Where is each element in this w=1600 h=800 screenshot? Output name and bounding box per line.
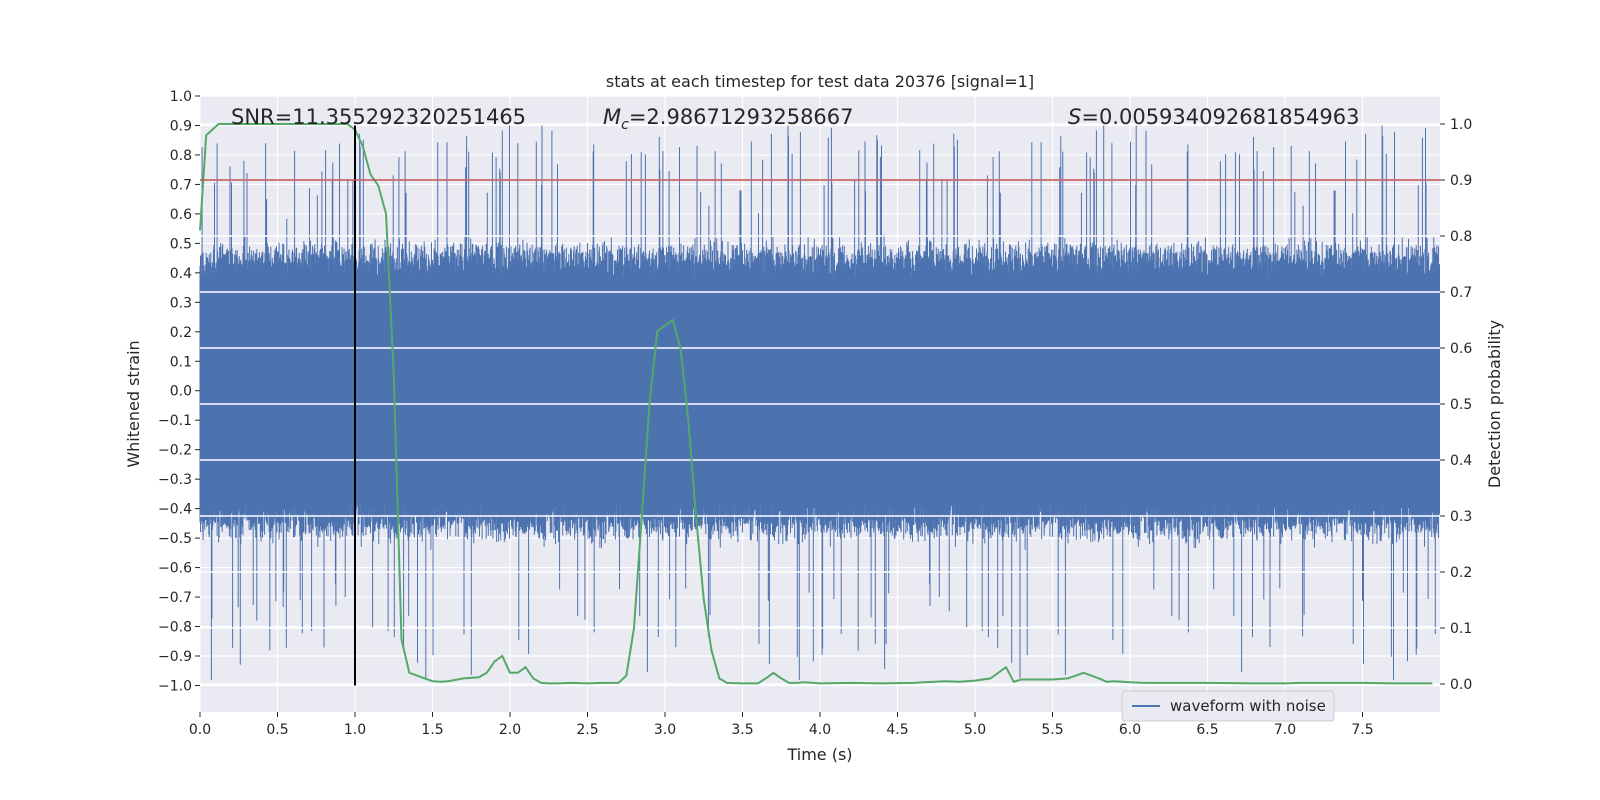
x-tick-label: 2.0	[499, 722, 521, 738]
axes: 0.0 0.5 1.0 1.5 2.0 2.5 3.0 3.5 4.0 4.5 5.0 5.5 6.0 6…	[158, 89, 1472, 738]
y-tick-label-left: −0.2	[158, 443, 192, 459]
x-tick-label: 5.5	[1041, 722, 1063, 738]
x-tick-label: 4.0	[809, 722, 831, 738]
x-tick-label: 2.5	[576, 722, 598, 738]
s-annotation: S=0.005934092681854963	[1068, 105, 1359, 129]
y-tick-label-left: −0.1	[158, 413, 192, 429]
y-tick-label-left: −0.6	[158, 561, 192, 577]
x-tick-label: 6.5	[1196, 722, 1218, 738]
mc-value: =2.98671293258667	[629, 105, 854, 129]
mc-subscript: c	[621, 117, 629, 133]
y-tick-label-left: −0.5	[158, 531, 192, 547]
x-tick-label: 5.0	[964, 722, 986, 738]
y-tick-label-left: 0.2	[170, 325, 192, 341]
y-tick-label-right: 0.9	[1450, 173, 1472, 189]
y-tick-label-left: −0.8	[158, 620, 192, 636]
x-tick-label: 1.0	[344, 722, 366, 738]
x-tick-label: 0.0	[189, 722, 211, 738]
y-tick-label-left: 0.6	[170, 207, 192, 223]
y-tick-label-right: 0.3	[1450, 509, 1472, 525]
mc-symbol: M	[603, 105, 621, 129]
x-axis-label: Time (s)	[786, 745, 852, 764]
y-tick-label-left: −0.7	[158, 590, 192, 606]
y-tick-label-right: 0.4	[1450, 453, 1472, 469]
x-tick-label: 0.5	[266, 722, 288, 738]
x-tick-label: 7.0	[1274, 722, 1296, 738]
legend: waveform with noise	[1121, 690, 1335, 722]
snr-annotation: SNR=11.355292320251465	[231, 105, 526, 129]
y-tick-label-left: 0.4	[170, 266, 192, 282]
y-tick-label-right: 0.7	[1450, 285, 1472, 301]
y-tick-label-left: 0.7	[170, 177, 192, 193]
y-tick-label-right: 0.6	[1450, 341, 1472, 357]
chirp-mass-annotation: Mc=2.98671293258667	[603, 105, 854, 133]
y-tick-label-right: 0.5	[1450, 397, 1472, 413]
s-symbol: S	[1068, 105, 1081, 129]
s-value: =0.005934092681854963	[1081, 105, 1359, 129]
legend-label-waveform: waveform with noise	[1170, 697, 1326, 715]
y-axis-label-right: Detection probability	[1485, 320, 1504, 488]
y-tick-label-left: 0.1	[170, 354, 192, 370]
y-tick-label-left: 0.0	[170, 384, 192, 400]
waveform-core	[200, 275, 1440, 506]
x-tick-label: 3.0	[654, 722, 676, 738]
x-tick-label: 6.0	[1119, 722, 1141, 738]
y-tick-label-right: 0.1	[1450, 621, 1472, 637]
x-tick-label: 4.5	[886, 722, 908, 738]
y-tick-label-left: 0.3	[170, 295, 192, 311]
y-tick-label-right: 0.0	[1450, 677, 1472, 693]
x-tick-label: 3.5	[731, 722, 753, 738]
waveform-series	[199, 125, 1440, 680]
y-tick-label-left: 0.9	[170, 118, 192, 134]
y-tick-label-right: 0.8	[1450, 229, 1472, 245]
y-tick-label-left: 0.8	[170, 148, 192, 164]
x-tick-label: 7.5	[1351, 722, 1373, 738]
x-tick-label: 1.5	[421, 722, 443, 738]
y-tick-label-left: −0.9	[158, 649, 192, 665]
y-tick-label-right: 0.2	[1450, 565, 1472, 581]
y-tick-label-right: 1.0	[1450, 117, 1472, 133]
y-tick-label-left: −1.0	[158, 678, 192, 694]
y-axis-label-left: Whitened strain	[124, 340, 143, 467]
y-tick-label-left: 0.5	[170, 236, 192, 252]
y-tick-label-left: 1.0	[170, 89, 192, 105]
y-tick-label-left: −0.3	[158, 472, 192, 488]
chart-title: stats at each timestep for test data 203…	[606, 72, 1034, 91]
y-tick-label-left: −0.4	[158, 502, 192, 518]
legend-box	[1121, 690, 1335, 722]
